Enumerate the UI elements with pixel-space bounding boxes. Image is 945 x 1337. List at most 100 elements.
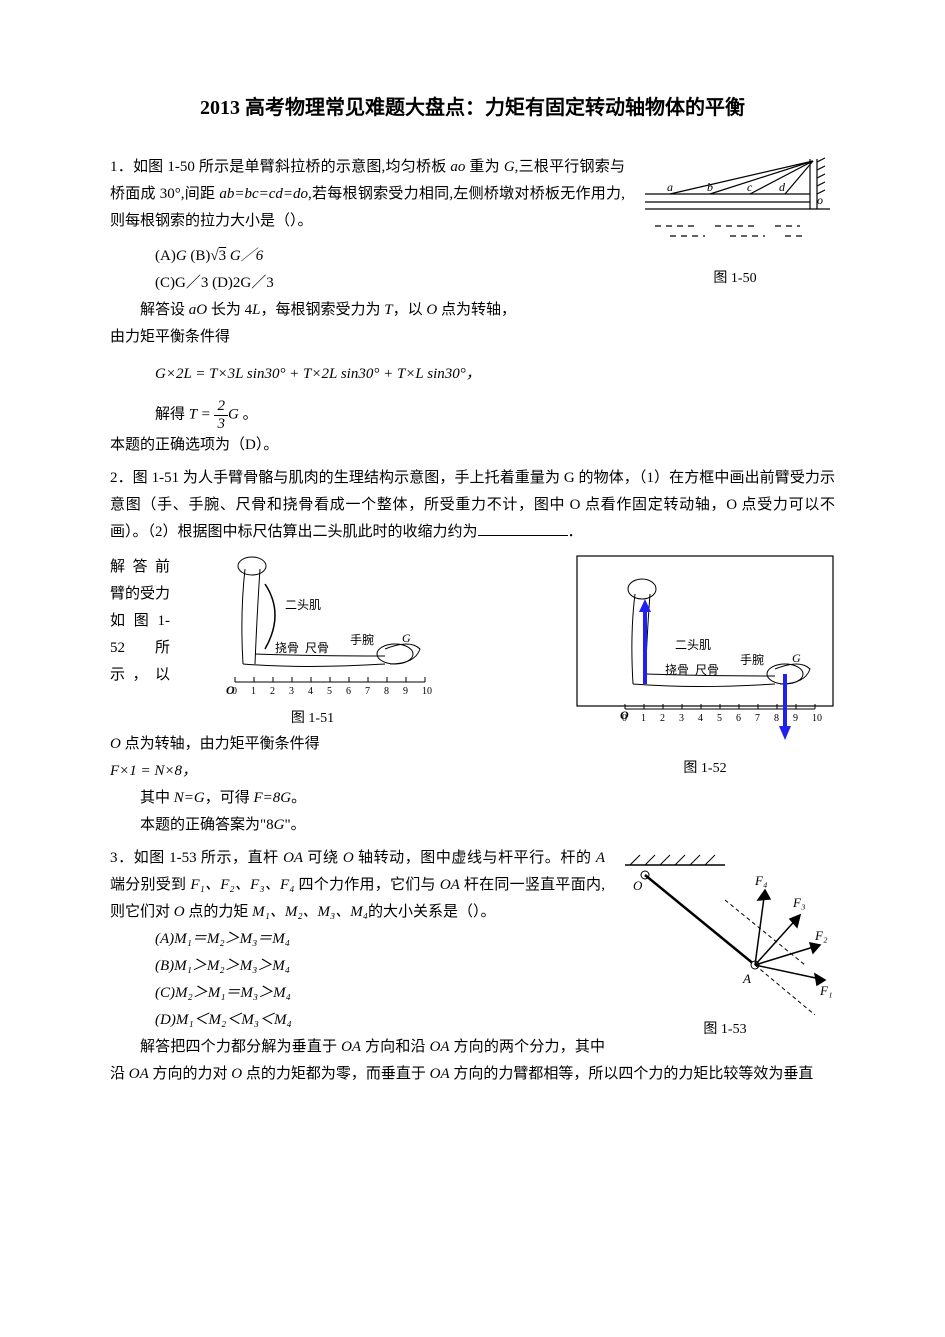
var: M₁、M₂、M₃、M₄ <box>252 904 368 920</box>
label-biceps: 二头肌 <box>285 598 321 612</box>
svg-text:9: 9 <box>403 686 408 697</box>
var: O <box>231 1066 242 1082</box>
text: 3．如图 1-53 所示，直杆 <box>110 850 283 866</box>
optA-prefix: (A) <box>155 248 176 264</box>
text: 。 <box>239 406 258 422</box>
label-a: a <box>667 180 673 194</box>
text: 的大小关系是（）。 <box>368 904 496 920</box>
svg-text:4: 4 <box>308 686 313 697</box>
svg-text:5: 5 <box>327 686 332 697</box>
var-G: G <box>228 406 239 422</box>
label-biceps: 二头肌 <box>675 638 711 652</box>
arm-diagram-solved: 二头肌 挠骨 尺骨 手腕 G O 012345678910 <box>575 554 835 754</box>
text: 。 <box>291 790 306 806</box>
figure-1-53: O A F₁ F₂ F₃ F₄ 图 1-53 <box>615 845 835 1042</box>
label-F1: F₁ <box>819 983 832 998</box>
var-T: T <box>189 406 197 422</box>
label-F2: F₂ <box>814 928 828 943</box>
optC: (C)G／3 <box>155 275 208 291</box>
figure-1-52-caption: 图 1-52 <box>575 756 835 781</box>
text: 点为转轴， <box>121 736 200 752</box>
svg-text:5: 5 <box>717 713 722 724</box>
label-c: c <box>747 180 753 194</box>
svg-text:7: 7 <box>755 713 760 724</box>
var: aO <box>189 302 207 318</box>
label-F4: F₄ <box>754 873 768 888</box>
q2-sol-prefix-col: 解 答 前臂的受力 如 图 1-52 所示，以 <box>110 554 170 689</box>
label-wrist: 手腕 <box>350 632 374 647</box>
svg-text:6: 6 <box>736 713 741 724</box>
text: 端分别受到 <box>110 877 190 893</box>
svg-text:8: 8 <box>774 713 779 724</box>
text: "。 <box>284 817 305 833</box>
page-title: 2013 高考物理常见难题大盘点：力矩有固定转动轴物体的平衡 <box>110 90 835 126</box>
figure-1-53-caption: 图 1-53 <box>615 1017 835 1042</box>
figure-1-50-caption: 图 1-50 <box>635 266 835 291</box>
question-2: 2．图 1-51 为人手臂骨骼与肌肉的生理结构示意图，手上托着重量为 G 的物体… <box>110 465 835 839</box>
var: O <box>343 850 354 866</box>
svg-text:0: 0 <box>232 686 237 697</box>
svg-text:4: 4 <box>698 713 703 724</box>
var: A <box>596 850 605 866</box>
text: 长为 4 <box>207 302 252 318</box>
svg-text:1: 1 <box>251 686 256 697</box>
text: 2．图 1-51 为人手臂骨骼与肌肉的生理结构示意图，手上托着重量为 G 的物体… <box>110 470 835 540</box>
text: ，以 <box>393 302 427 318</box>
text: 1．如图 1-50 所示是单臂斜拉桥的示意图,均匀桥板 <box>110 159 450 175</box>
svg-text:10: 10 <box>812 713 822 724</box>
label-d: d <box>779 180 786 194</box>
label-A: A <box>742 971 751 986</box>
numerator: 2 <box>214 398 228 416</box>
q2-sol-line3: 其中 N=G，可得 F=8G。 <box>110 785 835 812</box>
figure-1-50: a b c d o 图 1-50 <box>635 154 835 291</box>
figure-1-51: 二头肌 挠骨 尺骨 手腕 G O 012345678910 图 1-51 <box>190 554 435 731</box>
var: OA <box>129 1066 149 1082</box>
label-radius: 挠骨 <box>665 663 689 677</box>
svg-text:0: 0 <box>622 713 627 724</box>
svg-text:6: 6 <box>346 686 351 697</box>
var: OA <box>440 877 460 893</box>
eq-abcd: ab=bc=cd=do <box>219 186 308 202</box>
optA-var: G <box>176 248 187 264</box>
label-G: G <box>402 631 411 645</box>
text: 本题的正确答案为"8 <box>140 817 274 833</box>
text: 解 答 前臂的受力 如 图 1-52 所示，以 <box>110 554 170 689</box>
q1-solution-line1: 解答设 aO 长为 4L，每根钢索受力为 T，以 O 点为转轴， <box>110 297 835 324</box>
text: 解得 <box>155 406 189 422</box>
figure-1-51-caption: 图 1-51 <box>190 706 435 731</box>
optD: (D)2G／3 <box>212 275 274 291</box>
var: OA <box>430 1066 450 1082</box>
var: O <box>426 302 437 318</box>
label-G: G <box>792 651 801 665</box>
var-G: G <box>274 817 285 833</box>
label-F3: F₃ <box>792 895 805 910</box>
fraction: 23 <box>214 398 228 432</box>
question-1: a b c d o 图 1-50 1．如图 1-50 所示是单臂斜拉桥的示意图,… <box>110 154 835 459</box>
denominator: 3 <box>214 416 228 433</box>
svg-text:2: 2 <box>270 686 275 697</box>
text: 可绕 <box>303 850 343 866</box>
question-3: O A F₁ F₂ F₃ F₄ 图 1-53 3．如图 1-53 所示，直杆 O… <box>110 845 835 1088</box>
svg-text:2: 2 <box>660 713 665 724</box>
text: 解答把四个力都分解为垂直于 <box>140 1039 341 1055</box>
eq: F=8G <box>254 790 292 806</box>
svg-text:7: 7 <box>365 686 370 697</box>
q1-formula: G×2L = T×3L sin30° + T×2L sin30° + T×L s… <box>110 361 835 388</box>
var-O: O <box>110 736 121 752</box>
blank <box>478 521 568 536</box>
svg-text:1: 1 <box>641 713 646 724</box>
var: OA <box>283 850 303 866</box>
eq: = <box>197 406 215 422</box>
var: F₁、F₂、F₃、F₄ <box>190 877 294 893</box>
text: 四个力作用，它们与 <box>294 877 439 893</box>
text: 方向的力对 <box>149 1066 232 1082</box>
svg-text:9: 9 <box>793 713 798 724</box>
var: OA <box>430 1039 450 1055</box>
label-radius: 挠骨 <box>275 641 299 655</box>
svg-text:3: 3 <box>289 686 294 697</box>
svg-text:3: 3 <box>679 713 684 724</box>
svg-text:10: 10 <box>422 686 432 697</box>
label-wrist: 手腕 <box>740 652 764 667</box>
arm-diagram: 二头肌 挠骨 尺骨 手腕 G O 012345678910 <box>190 554 435 704</box>
figure-1-52: 二头肌 挠骨 尺骨 手腕 G O 012345678910 图 1-52 <box>575 554 835 781</box>
